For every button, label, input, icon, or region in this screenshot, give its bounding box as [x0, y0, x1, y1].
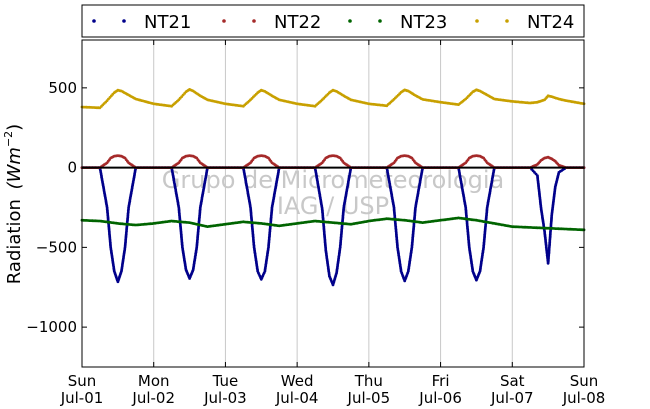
- series-nt24: [80, 88, 586, 110]
- y-axis: 500 0 −500 −1000: [26, 79, 584, 336]
- x-tick-label-day: Sun: [68, 372, 97, 390]
- x-tick-label-day: Wed: [281, 372, 314, 390]
- plot-frame: [81, 39, 585, 368]
- x-tick-label-date: Jul-08: [562, 389, 606, 407]
- x-tick-label-day: Sat: [500, 372, 525, 390]
- legend-marker: [475, 19, 479, 23]
- x-tick-label-date: Jul-07: [490, 389, 534, 407]
- legend-marker: [505, 19, 509, 23]
- legend-label: NT22: [274, 12, 321, 33]
- x-tick-label-date: Jul-02: [131, 389, 175, 407]
- legend-marker: [252, 19, 256, 23]
- x-tick-label-day: Tue: [212, 372, 239, 390]
- legend-frame: [81, 4, 585, 38]
- x-tick-label-date: Jul-03: [203, 389, 247, 407]
- y-tick-label: −500: [36, 238, 77, 256]
- x-tick-label-day: Sun: [570, 372, 599, 390]
- x-tick-label-date: Jul-05: [347, 389, 391, 407]
- legend-marker: [222, 19, 226, 23]
- x-tick-label-date: Jul-01: [60, 389, 104, 407]
- x-tick-label-day: Mon: [138, 372, 170, 390]
- legend-marker: [348, 19, 352, 23]
- x-tick-label-date: Jul-04: [275, 389, 319, 407]
- y-axis-label: Radiation (Wm−2): [2, 124, 25, 284]
- watermark-line-2: IAG / USP: [277, 192, 389, 220]
- y-axis-label-close: ): [4, 124, 25, 131]
- legend-item-nt24: NT24: [475, 12, 574, 33]
- legend-label: NT23: [400, 12, 447, 33]
- watermark: Grupo de Micrometeorologia IAG / USP: [162, 166, 504, 220]
- x-tick-label-day: Fri: [432, 372, 450, 390]
- legend-marker: [92, 19, 96, 23]
- y-axis-label-text: Radiation: [4, 199, 25, 284]
- watermark-line-1: Grupo de Micrometeorologia: [162, 166, 504, 194]
- x-axis: SunJul-01MonJul-02TueJul-03WedJul-04ThuJ…: [60, 40, 606, 407]
- legend-label: NT21: [144, 12, 191, 33]
- legend-marker: [122, 19, 126, 23]
- legend-item-nt23: NT23: [348, 12, 447, 33]
- x-tick-label-day: Thu: [354, 372, 383, 390]
- legend-label: NT24: [527, 12, 574, 33]
- legend-item-nt22: NT22: [222, 12, 321, 33]
- y-tick-label: 0: [67, 159, 77, 177]
- y-axis-label-exponent: −2: [2, 131, 15, 147]
- x-tick-label-date: Jul-06: [418, 389, 462, 407]
- vertical-gridlines: [153, 40, 513, 367]
- legend-marker: [378, 19, 382, 23]
- series-nt23: [80, 216, 586, 232]
- legend: NT21 NT22 NT23 NT24: [81, 4, 585, 38]
- y-tick-label: 500: [48, 79, 77, 97]
- legend-item-nt21: NT21: [92, 12, 191, 33]
- y-tick-label: −1000: [26, 318, 77, 336]
- y-axis-label-unit: (Wm: [4, 147, 25, 189]
